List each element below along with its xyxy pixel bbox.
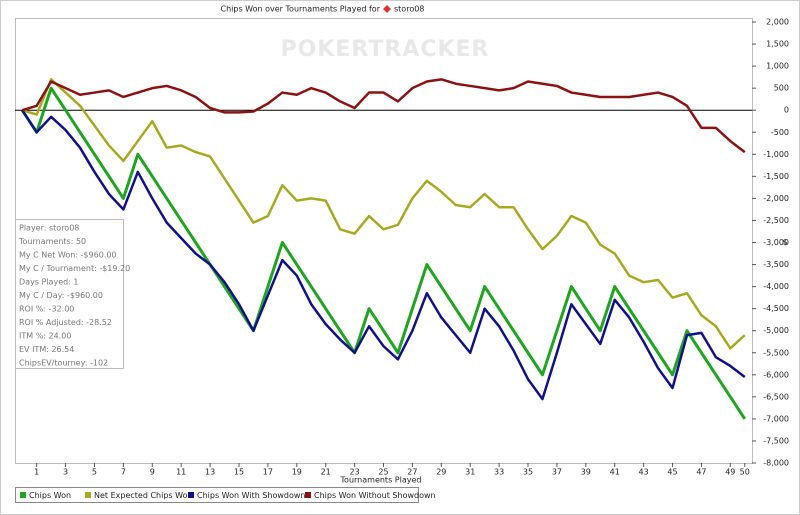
- x-tick-label: 37: [552, 468, 562, 477]
- y-tick-label: -4,000: [763, 282, 789, 291]
- y-tick-label: -6,500: [763, 392, 789, 401]
- y-tick-label: -2,500: [763, 216, 789, 225]
- x-tick-label: 31: [465, 468, 475, 477]
- x-axis-label: Tournaments Played: [340, 476, 422, 485]
- y-tick-label: -5,000: [763, 326, 789, 335]
- x-tick-label: 19: [292, 468, 302, 477]
- y-axis-label: $: [782, 238, 787, 247]
- player-name: storo08: [394, 5, 424, 14]
- y-tick-label: 0: [784, 106, 789, 115]
- legend: [15, 487, 419, 503]
- x-tick-label: 35: [523, 468, 533, 477]
- legend-swatch: [305, 492, 311, 498]
- y-tick-label: -5,500: [763, 348, 789, 357]
- x-tick-label: 7: [121, 468, 126, 477]
- info-box: [15, 219, 124, 369]
- x-tick-label: 29: [436, 468, 446, 477]
- y-tick-label: -500: [771, 128, 789, 137]
- y-tick-label: 1,500: [766, 40, 789, 49]
- spade-icon: [383, 5, 391, 13]
- plot-area: [15, 18, 753, 464]
- x-tick-label: 17: [263, 468, 273, 477]
- x-tick-label: 47: [696, 468, 706, 477]
- info-line: ROI %: -32.00: [19, 305, 74, 314]
- y-tick-label: -7,000: [763, 414, 789, 423]
- series-line: [21, 78, 746, 154]
- legend-swatch: [20, 492, 26, 498]
- info-line: Days Played: 1: [19, 278, 79, 287]
- info-line: EV ITM: 26.54: [19, 345, 74, 354]
- y-tick-label: -3,500: [763, 260, 789, 269]
- x-tick-label: 41: [610, 468, 620, 477]
- legend-label: Chips Won: [29, 491, 71, 500]
- y-tick-label: -8,000: [763, 459, 789, 468]
- x-tick-label: 43: [639, 468, 649, 477]
- x-tick-label: 39: [581, 468, 591, 477]
- info-line: My C Net Won: -$960.00: [19, 251, 117, 260]
- y-tick-label: -1,500: [763, 172, 789, 181]
- legend-swatch: [85, 492, 91, 498]
- series-line: [21, 109, 746, 401]
- series-line: [21, 78, 746, 350]
- x-tick-label: 33: [494, 468, 504, 477]
- legend-label: Chips Won Without Showdown: [314, 491, 436, 500]
- series-line: [20, 86, 747, 420]
- y-tick-label: -7,500: [763, 436, 789, 445]
- x-tick-label: 15: [234, 468, 244, 477]
- info-line: Player: storo08: [19, 224, 79, 233]
- x-tick-label: 3: [63, 468, 68, 477]
- info-line: My C / Day: -$960.00: [19, 291, 103, 300]
- legend-swatch: [188, 492, 194, 498]
- info-group: Player: storo08 Tournaments: 50 My C Net W…: [18, 224, 130, 368]
- info-line: ChipsEV/tourney: -102: [19, 359, 108, 368]
- x-tick-label: 11: [176, 468, 186, 477]
- y-tick-label: -1,000: [763, 150, 789, 159]
- y-tick-label: 500: [774, 84, 789, 93]
- y-tick-label: -4,500: [763, 304, 789, 313]
- x-tick-label: 21: [321, 468, 331, 477]
- x-tick-label: 27: [407, 468, 417, 477]
- y-tick-label: -2,000: [763, 194, 789, 203]
- legend-label: Chips Won With Showdown: [197, 491, 306, 500]
- info-line: Tournaments: 50: [18, 237, 86, 246]
- info-line: ROI % Adjusted: -28.52: [19, 318, 112, 327]
- x-tick-label: 13: [205, 468, 215, 477]
- x-tick-label: 25: [378, 468, 388, 477]
- x-tick-label: 45: [667, 468, 677, 477]
- x-tick-label: 49: [725, 468, 735, 477]
- info-line: My C / Tournament: -$19.20: [19, 264, 130, 273]
- y-tick-label: 2,000: [766, 18, 789, 27]
- legend-label: Net Expected Chips Won: [94, 491, 193, 500]
- y-tick-label: 1,000: [766, 62, 789, 71]
- x-tick-label: 50: [740, 468, 750, 477]
- x-tick-label: 5: [92, 468, 97, 477]
- y-tick-label: -3,000: [763, 238, 789, 247]
- x-tick-label: 23: [350, 468, 360, 477]
- y-tick-label: -6,000: [763, 370, 789, 379]
- watermark: POKERTRACKER: [281, 37, 490, 62]
- chart-title: Chips Won over Tournaments Played for: [221, 5, 381, 14]
- info-line: ITM %: 24.00: [19, 332, 71, 341]
- x-tick-label: 9: [150, 468, 155, 477]
- x-tick-label: 1: [34, 468, 39, 477]
